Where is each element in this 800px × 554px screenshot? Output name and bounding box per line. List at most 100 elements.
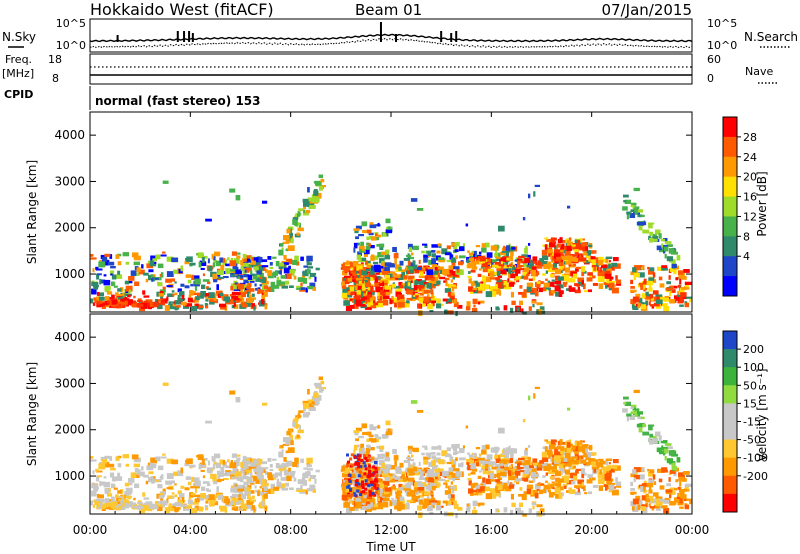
velocity-cell [315, 394, 322, 401]
power-cell [645, 291, 649, 296]
power-cell [270, 281, 275, 288]
power-cell [298, 222, 301, 228]
power-cell [477, 288, 483, 294]
power-cell [280, 275, 287, 279]
velocity-cell [401, 474, 405, 480]
velocity-cell [361, 423, 368, 429]
velocity-cell [111, 496, 115, 502]
velocity-cell [171, 459, 179, 465]
velocity-cell [364, 491, 367, 495]
velocity-cell [356, 492, 362, 497]
power-cell [262, 277, 266, 284]
power-cell [669, 285, 676, 289]
power-cell [369, 295, 375, 301]
power-cell [217, 276, 224, 279]
power-cell [141, 264, 144, 269]
velocity-cell [364, 507, 372, 512]
velocity-cell [310, 475, 317, 478]
power-cell [572, 254, 578, 257]
velocity-cell [426, 485, 432, 491]
velocity-cell [663, 440, 668, 444]
power-cell [279, 262, 284, 267]
power-cell [526, 264, 534, 269]
velocity-cell [395, 466, 400, 472]
velocity-cell [257, 490, 260, 497]
power-cell [247, 258, 251, 262]
power-cell [526, 286, 531, 292]
velocity-cell [477, 475, 482, 479]
velocity-cell [259, 486, 262, 489]
power-cell [542, 287, 546, 292]
cpid-label: CPID [4, 88, 33, 101]
velocity-cell [180, 467, 184, 474]
power-cell [162, 180, 169, 184]
power-cell [551, 290, 556, 294]
velocity-cell [289, 487, 294, 490]
power-cell [355, 277, 363, 281]
colorbar-segment [723, 421, 737, 441]
power-cell [286, 273, 292, 280]
velocity-cell [213, 481, 218, 485]
power-cell [449, 254, 454, 260]
velocity-cell [307, 487, 313, 492]
power-cell [486, 252, 493, 258]
power-cell [370, 268, 375, 275]
velocity-cell [312, 488, 316, 493]
power-cell [623, 200, 627, 203]
velocity-cell [392, 473, 396, 478]
power-cell [447, 269, 454, 276]
power-cell [569, 237, 572, 241]
power-colorbar-label: Power [dB] [755, 171, 769, 236]
power-cell [419, 269, 425, 272]
power-cell [608, 260, 611, 263]
velocity-cell [498, 427, 505, 434]
velocity-cell [358, 436, 364, 439]
velocity-cell [490, 447, 498, 453]
power-cell [426, 269, 433, 276]
power-cell [558, 262, 564, 267]
velocity-cell [575, 470, 579, 474]
velocity-cell [394, 460, 397, 467]
power-cell [199, 261, 207, 266]
velocity-cell [214, 453, 221, 459]
power-cell [431, 250, 436, 253]
velocity-cell [259, 474, 264, 480]
power-cell [456, 267, 460, 273]
power-cell [652, 272, 656, 278]
power-cell [452, 286, 457, 289]
velocity-cell [510, 509, 514, 515]
power-cell [431, 298, 438, 301]
power-cell [269, 262, 273, 266]
velocity-cell [143, 474, 149, 478]
power-cell [533, 191, 536, 197]
power-cell [143, 295, 150, 298]
velocity-cell [558, 464, 564, 469]
velocity-cell [430, 492, 434, 496]
power-cell [99, 279, 102, 285]
power-cell [149, 302, 153, 307]
velocity-cell [607, 479, 612, 484]
power-cell [103, 279, 111, 286]
power-cell [349, 286, 357, 292]
power-cell [554, 280, 562, 285]
power-cell [599, 267, 602, 273]
power-cell [641, 221, 647, 226]
velocity-cell [526, 475, 530, 478]
power-cell [394, 274, 401, 278]
power-cell [180, 283, 185, 287]
power-cell [418, 310, 423, 316]
power-cell [301, 274, 306, 280]
power-cell [126, 280, 133, 284]
velocity-cell [93, 484, 99, 490]
power-cell [412, 295, 416, 299]
power-cell [150, 255, 156, 261]
colorbar-segment [723, 385, 737, 404]
velocity-cell [302, 413, 309, 418]
time-x-axis: 00:00 04:00 08:00 12:00 16:00 20:00 00:00 [73, 112, 709, 537]
power-cell [365, 245, 371, 251]
velocity-cell [444, 454, 452, 458]
power-cell [674, 285, 678, 289]
power-cell [521, 308, 524, 313]
velocity-cell [532, 506, 535, 510]
velocity-cell [604, 475, 612, 481]
